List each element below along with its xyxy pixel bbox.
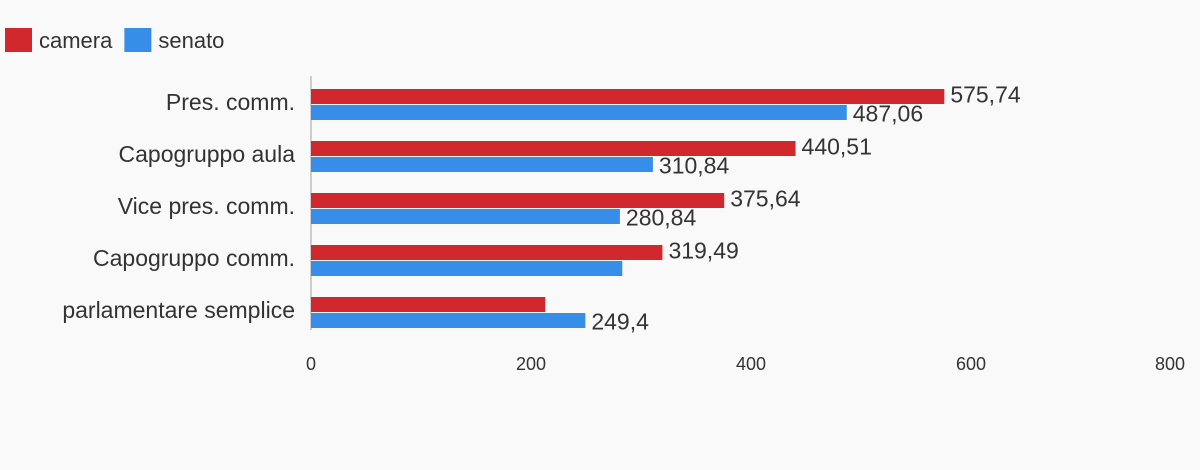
bar bbox=[311, 261, 623, 276]
y-tick-label: Vice pres. comm. bbox=[118, 193, 295, 219]
x-tick-label: 800 bbox=[1155, 354, 1185, 374]
bar bbox=[311, 105, 847, 120]
bar bbox=[311, 245, 663, 260]
value-label: 575,74 bbox=[950, 82, 1021, 108]
bar bbox=[311, 157, 653, 172]
value-label: 487,06 bbox=[853, 101, 923, 127]
value-label: 280,84 bbox=[626, 205, 697, 231]
bar bbox=[311, 209, 620, 224]
bar bbox=[311, 313, 586, 328]
value-label: 440,51 bbox=[802, 134, 872, 160]
y-tick-label: Pres. comm. bbox=[166, 89, 295, 115]
value-label: 375,64 bbox=[730, 186, 801, 212]
y-tick-label: Capogruppo comm. bbox=[93, 245, 295, 271]
x-tick-label: 0 bbox=[306, 354, 316, 374]
legend-swatch bbox=[124, 28, 152, 52]
legend-label: senato bbox=[158, 28, 224, 53]
bar bbox=[311, 141, 796, 156]
y-tick-label: Capogruppo aula bbox=[119, 141, 296, 167]
x-tick-label: 400 bbox=[736, 354, 766, 374]
y-tick-label: parlamentare semplice bbox=[62, 297, 295, 323]
bar bbox=[311, 297, 546, 312]
value-label: 319,49 bbox=[668, 238, 738, 264]
value-label: 310,84 bbox=[659, 153, 730, 179]
x-tick-label: 200 bbox=[516, 354, 546, 374]
bar bbox=[311, 89, 945, 104]
value-label: 249,4 bbox=[591, 309, 649, 335]
x-tick-label: 600 bbox=[956, 354, 986, 374]
bar bbox=[311, 193, 725, 208]
legend-swatch bbox=[5, 28, 32, 52]
legend-label: camera bbox=[39, 28, 113, 53]
